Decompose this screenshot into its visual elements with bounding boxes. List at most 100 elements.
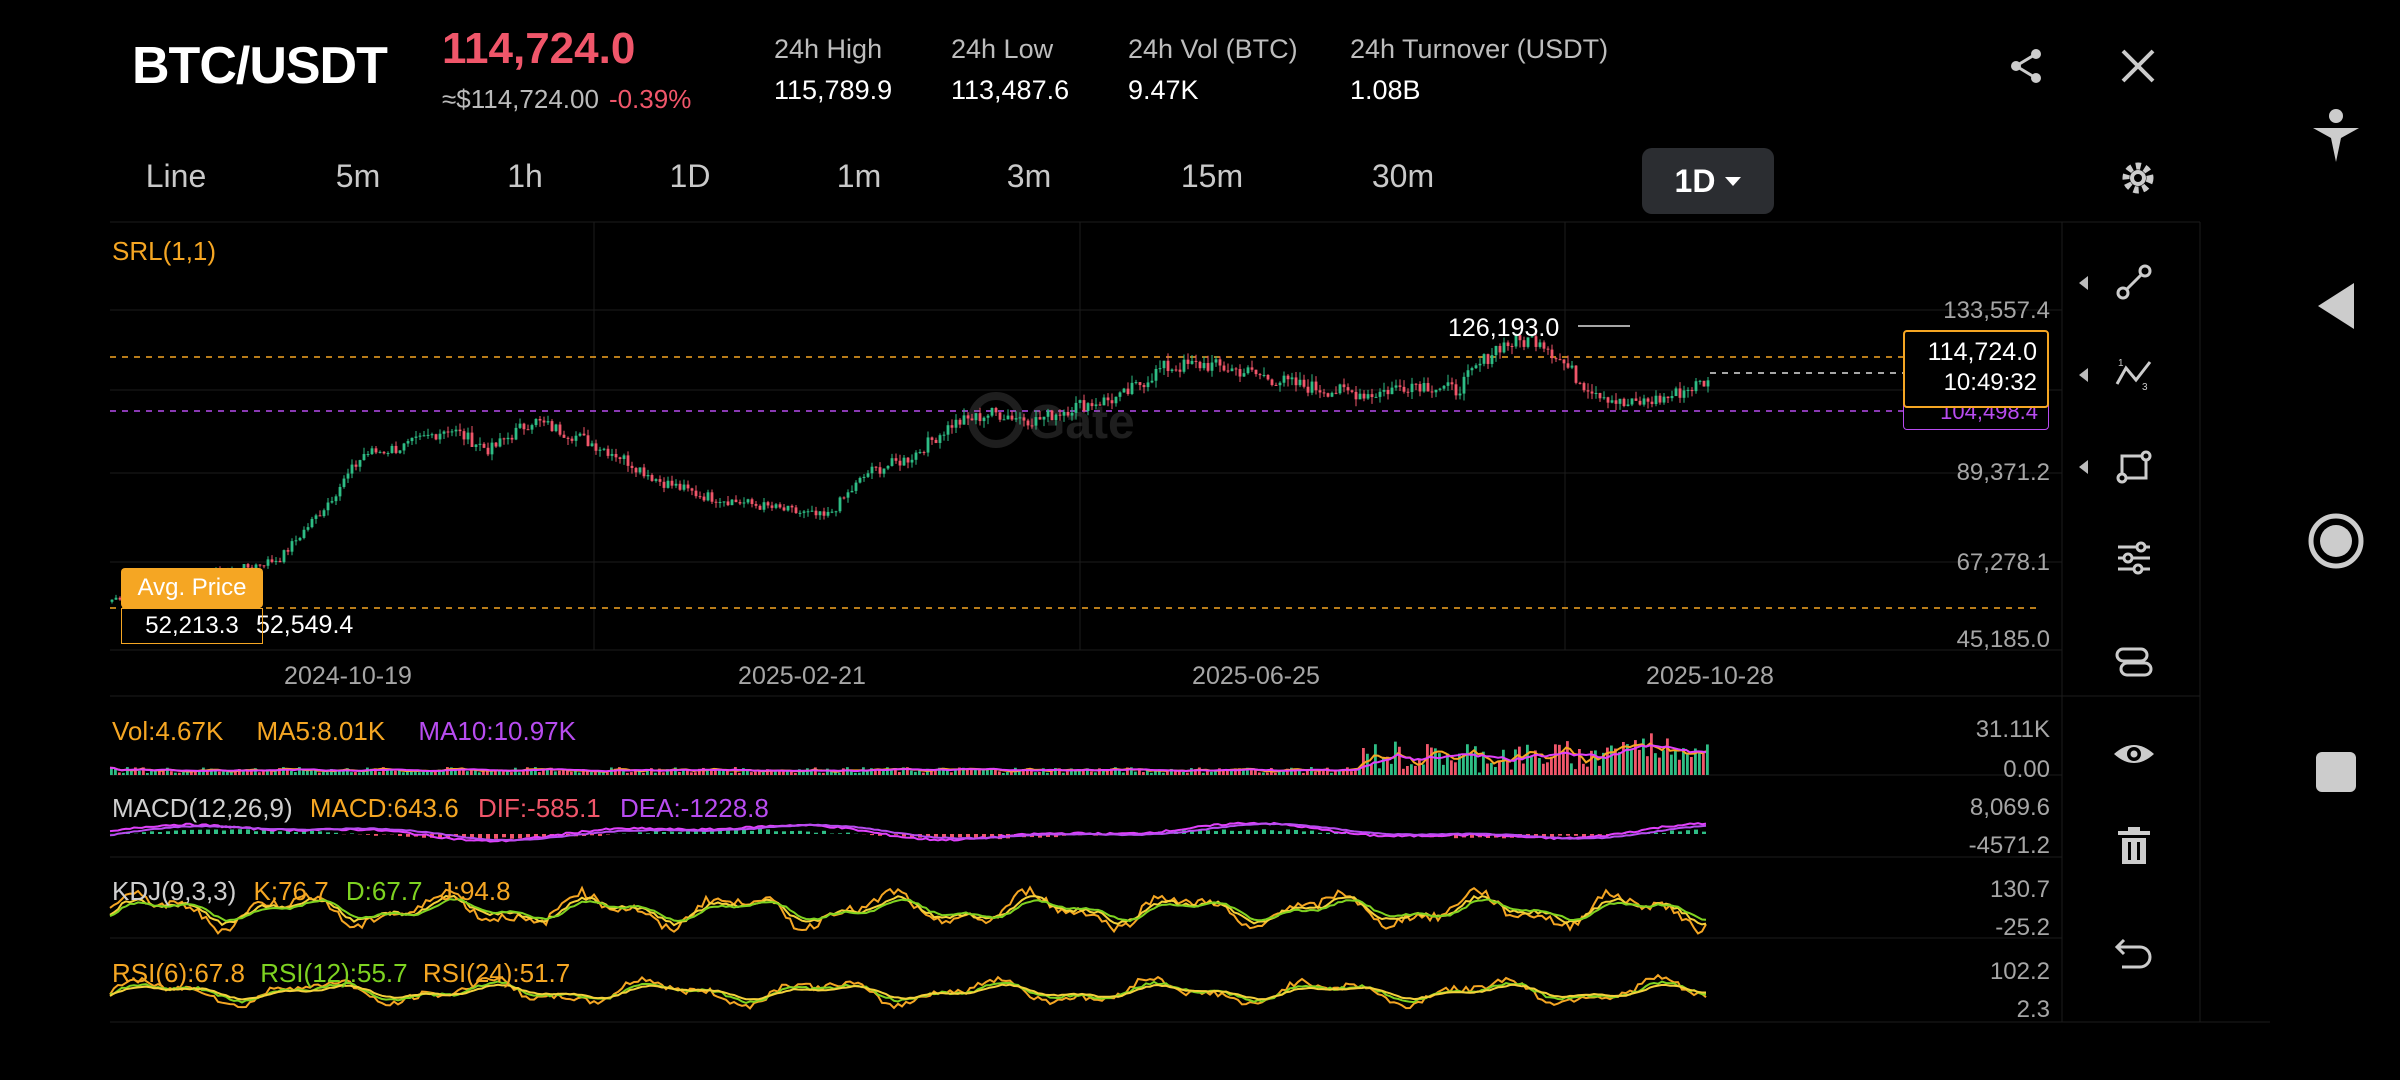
candle-body [1234,368,1238,370]
undo-button[interactable] [2098,916,2170,988]
volume-bar [1006,772,1009,775]
volume-bar [1098,768,1101,775]
volume-bar [334,770,337,775]
macd-histogram-bar [1278,831,1282,834]
candle-body [1650,401,1654,405]
close-button[interactable] [2106,38,2170,94]
volume-bar [1506,759,1509,775]
candle-body [378,451,382,453]
tab-3m[interactable]: 3m [1006,158,1052,194]
candle-body [1642,398,1646,405]
volume-bar [418,772,421,775]
volume-bar [214,770,217,775]
candle-body [262,565,266,567]
tab-30m[interactable]: 30m [1371,158,1435,194]
candle-body [962,415,966,425]
macd-histogram-bar [1270,830,1274,834]
volume-bar [1378,768,1381,775]
volume-bar [1306,770,1309,775]
active-timeframe-dropdown[interactable]: 1D [1642,148,1774,214]
candle-body [1322,392,1326,394]
macd-histogram-bar [806,831,810,834]
tab-5m[interactable]: 5m [335,158,381,194]
volume-bar [538,772,541,775]
volume-bar [542,768,545,775]
share-button[interactable] [1994,38,2058,94]
stat-label: 24h Low [951,34,1054,64]
candle-body [318,515,322,517]
recents-button[interactable] [2300,736,2372,808]
link-tool[interactable] [2098,626,2170,698]
candle-body [658,479,662,482]
macd-histogram-bar [1590,834,1594,836]
volume-bar [758,770,761,775]
macd-histogram-bar [950,834,954,838]
candle-body [1134,382,1138,384]
volume-bar [390,770,393,775]
accessibility-button[interactable] [2300,100,2372,172]
volume-bar [830,771,833,775]
volume-bar [1302,772,1305,775]
tab-1h[interactable]: 1h [507,158,543,194]
rsi-series [109,973,1707,1010]
vol-ma5: MA5:8.01K [256,716,386,746]
volume-bar [434,770,437,775]
candle-body [1218,359,1222,366]
indicator-settings-icon [2118,541,2150,575]
candle-body [434,434,438,440]
volume-bar [190,771,193,775]
candle-body [430,434,434,436]
macd-histogram-bar [246,829,250,834]
macd-histogram-bar [294,832,298,834]
macd-histogram-bar [1454,834,1458,839]
candle-body [414,436,418,438]
tab-1d[interactable]: 1D [669,158,711,194]
volume-bar [1386,756,1389,775]
candle-body [390,445,394,454]
volume-bar [1042,768,1045,775]
macd-histogram-bar [678,832,682,834]
chart-settings-button[interactable] [2106,146,2170,210]
volume-bar [254,768,257,775]
tab-line[interactable]: Line [145,158,207,194]
price-subline: ≈$114,724.00 -0.39% [442,84,691,115]
candle-body [646,475,650,477]
candle-body [538,418,542,421]
back-button[interactable] [2300,270,2372,342]
macd-histogram-bar [1262,829,1266,834]
macd-histogram-bar [254,831,258,834]
volume-bar [566,769,569,775]
volume-bar [1338,770,1341,775]
volume-bar [722,770,725,775]
candle-body [1350,390,1354,392]
home-button[interactable] [2300,505,2372,577]
visibility-toggle[interactable] [2098,718,2170,790]
candle-body [1542,342,1546,349]
trend-line-tool[interactable] [2098,246,2170,318]
candle-body [370,448,374,455]
volume-bar [930,769,933,775]
candle-body [346,473,350,479]
volume-bar [578,772,581,775]
volume-bar [478,772,481,775]
volume-bar [1570,763,1573,775]
candle-body [1090,403,1094,407]
tab-15m[interactable]: 15m [1180,158,1244,194]
candle-body [1302,379,1306,387]
candle-body [654,479,658,481]
candle-body [950,425,954,428]
volume-bar [1274,772,1277,775]
volume-bar [1666,738,1669,775]
candle-body [806,511,810,513]
candle-body [1106,397,1110,401]
volume-bar [1586,766,1589,775]
indicator-settings-tool[interactable] [2098,522,2170,594]
rectangle-tool[interactable] [2098,430,2170,502]
delete-drawings-button[interactable] [2098,810,2170,882]
macd-histogram-bar [1206,830,1210,834]
tab-1m[interactable]: 1m [836,158,882,194]
candle-body [582,433,586,436]
volume-bar [1226,769,1229,775]
macd-histogram-bar [1214,831,1218,834]
